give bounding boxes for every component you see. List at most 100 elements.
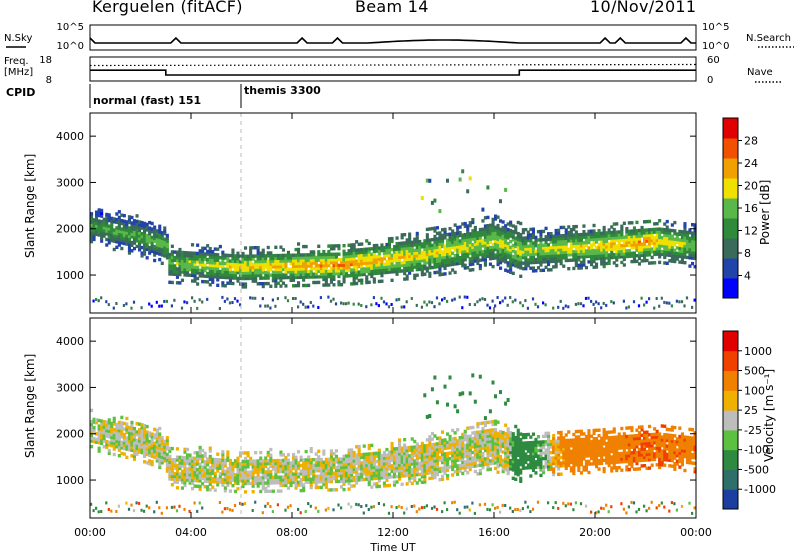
heat-cell bbox=[501, 256, 505, 260]
heat-cell bbox=[340, 460, 344, 464]
heat-cell bbox=[544, 260, 548, 264]
heat-cell bbox=[385, 470, 389, 474]
heat-cell bbox=[516, 265, 520, 269]
heat-cell bbox=[473, 447, 477, 451]
heat-cell bbox=[110, 438, 114, 442]
heat-cell bbox=[180, 253, 184, 257]
heat-cell bbox=[281, 464, 285, 468]
heat-cell bbox=[536, 243, 540, 248]
heat-cell bbox=[504, 268, 508, 272]
heat-cell bbox=[183, 262, 187, 266]
heat-cell bbox=[95, 213, 99, 217]
heat-cell bbox=[496, 505, 499, 509]
heat-cell bbox=[140, 437, 144, 441]
heat-cell bbox=[145, 461, 149, 465]
heat-cell bbox=[539, 232, 543, 236]
heat-cell bbox=[110, 421, 114, 426]
heat-cell bbox=[486, 467, 490, 472]
heat-cell bbox=[322, 468, 326, 473]
heat-cell bbox=[372, 249, 376, 253]
heat-cell bbox=[453, 431, 457, 435]
heat-cell bbox=[615, 222, 619, 226]
heat-cell bbox=[355, 240, 359, 244]
heat-cell bbox=[590, 254, 594, 258]
heat-cell bbox=[322, 471, 326, 476]
heat-cell bbox=[352, 243, 356, 247]
heat-cell bbox=[483, 229, 487, 234]
heat-cell bbox=[223, 458, 227, 462]
heat-cell bbox=[112, 416, 116, 421]
heat-cell bbox=[453, 234, 457, 238]
heat-cell bbox=[208, 449, 212, 453]
heat-cell bbox=[292, 253, 296, 257]
heat-cell bbox=[203, 266, 207, 270]
heat-cell bbox=[569, 247, 573, 251]
heat-cell bbox=[208, 255, 212, 259]
heat-cell bbox=[595, 254, 599, 258]
heat-cell bbox=[678, 238, 682, 242]
heat-cell bbox=[428, 457, 432, 461]
heat-cell bbox=[387, 237, 391, 241]
heat-cell bbox=[266, 262, 270, 266]
heat-cell bbox=[658, 244, 662, 248]
heat-cell bbox=[216, 460, 220, 465]
heat-cell bbox=[456, 439, 460, 443]
heat-cell bbox=[458, 258, 462, 263]
heat-cell bbox=[206, 479, 210, 484]
heat-cell bbox=[499, 435, 503, 439]
heat-cell bbox=[408, 232, 412, 236]
heat-cell bbox=[155, 439, 159, 444]
heat-cell bbox=[385, 459, 389, 463]
heat-cell bbox=[670, 237, 674, 241]
heat-cell bbox=[327, 283, 331, 287]
heat-cell bbox=[294, 483, 298, 487]
heat-cell bbox=[486, 240, 490, 245]
heat-cell bbox=[529, 233, 533, 237]
heat-cell bbox=[486, 229, 490, 233]
heat-cell bbox=[468, 440, 472, 444]
heat-cell bbox=[329, 280, 333, 284]
heat-cell bbox=[165, 250, 169, 254]
heat-cell bbox=[236, 268, 240, 272]
heat-cell bbox=[95, 440, 99, 444]
heat-cell bbox=[524, 244, 528, 248]
heat-cell bbox=[168, 455, 172, 459]
heat-cell bbox=[284, 273, 288, 277]
heat-cell bbox=[254, 500, 257, 504]
heat-cell bbox=[254, 271, 258, 275]
heat-cell bbox=[221, 270, 225, 274]
heat-cell bbox=[186, 301, 189, 305]
heat-cell bbox=[587, 251, 591, 256]
heat-cell bbox=[435, 270, 439, 274]
heat-cell bbox=[127, 226, 131, 230]
heat-cell bbox=[590, 232, 594, 236]
heat-cell bbox=[218, 307, 221, 310]
heat-cell bbox=[264, 456, 268, 460]
heat-cell bbox=[491, 237, 495, 241]
heat-cell bbox=[178, 458, 182, 462]
heat-cell bbox=[524, 250, 528, 254]
heat-cell bbox=[425, 255, 429, 259]
heat-cell bbox=[582, 252, 586, 256]
heat-cell bbox=[130, 306, 133, 310]
heat-cell bbox=[254, 262, 258, 267]
heat-cell bbox=[496, 248, 500, 253]
heat-cell bbox=[418, 472, 422, 477]
heat-cell bbox=[410, 481, 414, 486]
heat-cell bbox=[435, 507, 439, 511]
heat-cell bbox=[448, 263, 452, 267]
heat-cell bbox=[382, 462, 386, 466]
heat-cell bbox=[269, 262, 273, 266]
heat-cell bbox=[155, 500, 158, 504]
heat-cell bbox=[198, 501, 201, 505]
heat-cell bbox=[183, 467, 187, 471]
heat-cell bbox=[254, 464, 258, 469]
heat-cell bbox=[435, 296, 439, 300]
heat-cell bbox=[382, 467, 386, 471]
heat-cell bbox=[221, 295, 224, 299]
heat-cell bbox=[602, 264, 606, 269]
beam-title: Beam 14 bbox=[355, 0, 429, 16]
heat-cell bbox=[420, 475, 424, 479]
heat-cell bbox=[342, 487, 346, 492]
heat-cell bbox=[208, 457, 212, 461]
